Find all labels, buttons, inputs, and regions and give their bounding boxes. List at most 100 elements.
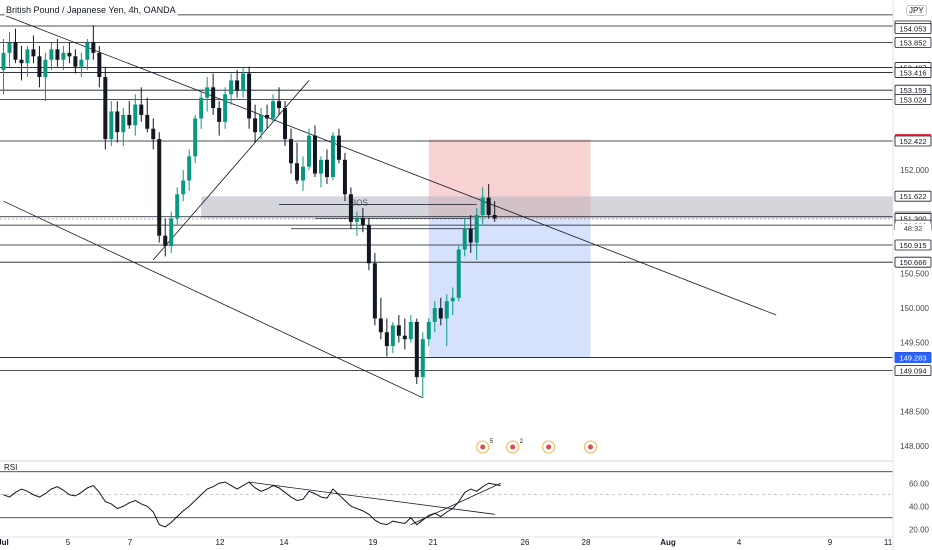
candle-body <box>49 49 54 60</box>
time-tick-label: 26 <box>521 538 530 547</box>
candle <box>19 45 24 81</box>
time-tick-label: 12 <box>216 538 225 547</box>
rsi-line <box>3 481 501 528</box>
candle-body <box>241 73 246 91</box>
candle <box>229 73 234 105</box>
candle-body <box>414 321 419 378</box>
candle <box>378 297 383 340</box>
candle-body <box>91 42 96 53</box>
candle <box>151 118 156 150</box>
candle <box>312 125 317 178</box>
event-flag-icon <box>510 444 516 450</box>
candle <box>85 39 90 71</box>
candle-body <box>85 42 90 60</box>
price-level-label <box>894 94 932 105</box>
time-tick-label: 14 <box>280 538 289 547</box>
candle-body <box>378 318 383 333</box>
candle-body <box>229 80 234 95</box>
price-tick-label: 148.500 <box>900 408 929 417</box>
price-level-label <box>894 23 932 34</box>
currency-button[interactable]: JPY <box>906 5 927 16</box>
candle-body <box>486 197 491 215</box>
candle <box>25 45 30 77</box>
candle <box>163 218 168 257</box>
candle-body <box>43 59 48 77</box>
price-level-label <box>894 190 932 202</box>
candle-body <box>474 214 479 243</box>
candle-body <box>205 87 210 98</box>
candle <box>55 39 60 67</box>
candle <box>342 152 347 202</box>
candle-body <box>324 159 329 178</box>
candle-body <box>450 297 455 302</box>
candle <box>115 101 120 143</box>
candle-body <box>61 52 66 60</box>
candle <box>97 45 102 88</box>
candle-body <box>384 332 389 347</box>
candle-body <box>13 42 18 60</box>
candle <box>175 187 180 226</box>
candle-body <box>1 52 6 71</box>
price-tick-label: 148.000 <box>900 442 929 451</box>
countdown-label: 48:32 <box>904 224 923 233</box>
candle <box>253 104 258 143</box>
candle <box>79 52 84 77</box>
candle <box>199 90 204 129</box>
candle <box>474 208 479 260</box>
candle-body <box>73 56 78 67</box>
price-tick-label: 149.500 <box>900 339 929 348</box>
candle-body <box>79 59 84 67</box>
candle <box>426 318 431 347</box>
candle <box>277 87 282 115</box>
candle <box>324 149 329 184</box>
price-level-text: 150.666 <box>899 258 926 267</box>
candle-body <box>157 139 162 236</box>
price-level-text: 150.915 <box>899 241 926 250</box>
candle <box>43 52 48 102</box>
candle <box>145 97 150 133</box>
candle <box>336 128 341 164</box>
candle-body <box>235 80 240 91</box>
candle-body <box>175 194 180 219</box>
time-tick-label: 11 <box>884 538 893 547</box>
event-count: 2 <box>520 439 524 445</box>
candle <box>13 28 18 64</box>
candle-body <box>444 301 449 319</box>
candle-body <box>301 166 305 181</box>
candle-body <box>133 104 138 126</box>
price-level-label <box>894 365 932 377</box>
candle <box>187 149 192 191</box>
rsi-tick-label: 20.00 <box>909 525 930 534</box>
candle-body <box>342 159 347 195</box>
price-level-label <box>894 36 932 48</box>
price-level-text: 149.283 <box>899 354 926 363</box>
price-level-text: 151.300 <box>899 214 926 223</box>
candle-body <box>37 56 42 77</box>
candle <box>301 156 305 191</box>
time-tick-label: 19 <box>369 538 378 547</box>
candle <box>1 39 6 95</box>
candle <box>408 315 413 343</box>
candle-body <box>115 111 120 133</box>
candle-body <box>265 114 270 119</box>
time-tick-label: 28 <box>582 538 591 547</box>
candle-body <box>55 49 60 60</box>
bos-zone <box>201 196 894 219</box>
candle <box>103 66 108 150</box>
candle <box>384 318 389 357</box>
candle-body <box>151 128 156 140</box>
candle-body <box>360 218 365 226</box>
candle-body <box>354 218 359 222</box>
candle <box>31 35 36 64</box>
countdown-bg <box>895 223 931 233</box>
candle <box>360 208 365 233</box>
candle <box>468 214 473 253</box>
candle <box>390 321 395 353</box>
candle <box>462 218 467 257</box>
candle-body <box>193 118 198 157</box>
price-tick-label: 150.500 <box>900 270 929 279</box>
take-profit-zone <box>428 218 591 358</box>
candle <box>7 32 12 67</box>
candle <box>283 101 288 146</box>
